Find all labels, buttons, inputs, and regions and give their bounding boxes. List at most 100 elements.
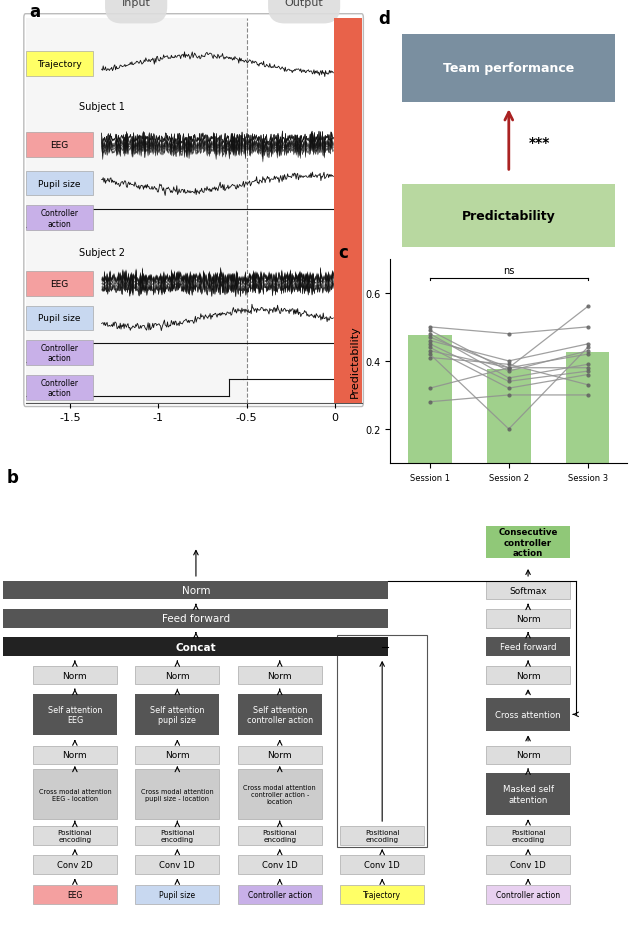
Bar [337, 636, 427, 846]
FancyBboxPatch shape [33, 745, 116, 765]
Bar [26, 207, 93, 231]
Bar [487, 370, 531, 498]
FancyBboxPatch shape [238, 666, 322, 685]
FancyBboxPatch shape [238, 885, 322, 904]
Text: Input: Input [122, 0, 150, 7]
FancyBboxPatch shape [402, 184, 616, 248]
Bar [26, 133, 93, 158]
FancyBboxPatch shape [486, 774, 570, 815]
FancyBboxPatch shape [340, 885, 424, 904]
Text: Norm: Norm [165, 751, 189, 759]
Text: c: c [339, 243, 348, 261]
Text: Controller
action: Controller action [40, 344, 78, 363]
Text: EEG: EEG [50, 280, 68, 288]
Text: Norm: Norm [63, 751, 87, 759]
FancyBboxPatch shape [486, 609, 570, 629]
Text: Conv 1D: Conv 1D [262, 860, 298, 870]
Bar [334, 19, 362, 403]
Text: Cross modal attention
controller action -
location: Cross modal attention controller action … [243, 784, 316, 805]
FancyBboxPatch shape [136, 885, 220, 904]
Text: Predictability: Predictability [462, 210, 556, 222]
Text: Masked self
attention: Masked self attention [502, 784, 554, 804]
Text: Feed forward: Feed forward [500, 642, 556, 652]
Text: Concat: Concat [175, 642, 216, 652]
FancyBboxPatch shape [486, 581, 570, 600]
Text: a: a [29, 3, 40, 21]
FancyBboxPatch shape [486, 826, 570, 844]
FancyBboxPatch shape [486, 698, 570, 730]
Bar [26, 306, 93, 331]
Text: Cross modal attention
EEG - location: Cross modal attention EEG - location [38, 788, 111, 801]
Text: Controller action: Controller action [496, 890, 560, 899]
Text: Positional
encoding: Positional encoding [365, 829, 399, 842]
FancyBboxPatch shape [24, 15, 364, 407]
Text: Cross attention: Cross attention [495, 710, 561, 719]
Text: Pupil size: Pupil size [159, 890, 195, 899]
Text: Controller action: Controller action [248, 890, 312, 899]
Text: Controller
action: Controller action [40, 209, 78, 228]
FancyBboxPatch shape [486, 745, 570, 765]
FancyBboxPatch shape [238, 769, 322, 819]
Text: Norm: Norm [182, 586, 210, 595]
Text: Controller
action: Controller action [40, 378, 78, 398]
FancyBboxPatch shape [136, 826, 220, 844]
Text: d: d [378, 9, 390, 28]
FancyBboxPatch shape [136, 666, 220, 685]
Text: Cross modal attention
pupil size - location: Cross modal attention pupil size - locat… [141, 788, 214, 801]
FancyBboxPatch shape [3, 638, 388, 656]
Text: Consecutive
controller
action: Consecutive controller action [499, 527, 557, 557]
Bar [566, 353, 609, 498]
Text: Output: Output [285, 0, 323, 7]
Text: Subject 2: Subject 2 [79, 248, 125, 259]
Text: Conv 1D: Conv 1D [159, 860, 195, 870]
FancyBboxPatch shape [238, 745, 322, 765]
FancyBboxPatch shape [33, 769, 116, 819]
FancyBboxPatch shape [33, 856, 116, 874]
Text: Feed forward: Feed forward [162, 614, 230, 624]
Text: Norm: Norm [268, 671, 292, 679]
Bar [26, 53, 93, 77]
Text: Conv 2D: Conv 2D [57, 860, 93, 870]
FancyBboxPatch shape [340, 856, 424, 874]
Text: b: b [6, 468, 19, 487]
Bar [26, 272, 93, 297]
Text: Norm: Norm [516, 751, 540, 759]
FancyBboxPatch shape [486, 638, 570, 656]
Text: ns: ns [503, 265, 515, 275]
Text: Softmax: Softmax [509, 586, 547, 595]
FancyBboxPatch shape [136, 745, 220, 765]
Text: Norm: Norm [165, 671, 189, 679]
FancyBboxPatch shape [238, 694, 322, 735]
Text: Norm: Norm [268, 751, 292, 759]
Bar [26, 341, 93, 365]
Text: Positional
encoding: Positional encoding [262, 829, 297, 842]
FancyBboxPatch shape [238, 856, 322, 874]
FancyBboxPatch shape [3, 609, 388, 629]
FancyBboxPatch shape [486, 666, 570, 685]
Bar [26, 375, 93, 400]
FancyBboxPatch shape [402, 34, 616, 103]
Text: EEG: EEG [67, 890, 83, 899]
FancyBboxPatch shape [33, 694, 116, 735]
FancyBboxPatch shape [33, 666, 116, 685]
FancyBboxPatch shape [33, 826, 116, 844]
Text: ***: *** [529, 135, 550, 149]
FancyBboxPatch shape [136, 856, 220, 874]
Text: Conv 1D: Conv 1D [510, 860, 546, 870]
Text: Pupil size: Pupil size [38, 314, 81, 324]
Text: Positional
encoding: Positional encoding [160, 829, 195, 842]
FancyBboxPatch shape [486, 527, 570, 559]
Bar [26, 171, 93, 197]
Text: Subject 1: Subject 1 [79, 102, 125, 112]
FancyBboxPatch shape [340, 826, 424, 844]
FancyBboxPatch shape [33, 885, 116, 904]
FancyBboxPatch shape [238, 826, 322, 844]
FancyBboxPatch shape [136, 694, 220, 735]
Text: Norm: Norm [516, 615, 540, 623]
Text: Self attention
EEG: Self attention EEG [48, 705, 102, 724]
Text: Trajectory: Trajectory [37, 60, 81, 70]
Text: Self attention
pupil size: Self attention pupil size [150, 705, 205, 724]
FancyBboxPatch shape [486, 885, 570, 904]
Text: EEG: EEG [50, 141, 68, 150]
Text: Positional
encoding: Positional encoding [58, 829, 92, 842]
